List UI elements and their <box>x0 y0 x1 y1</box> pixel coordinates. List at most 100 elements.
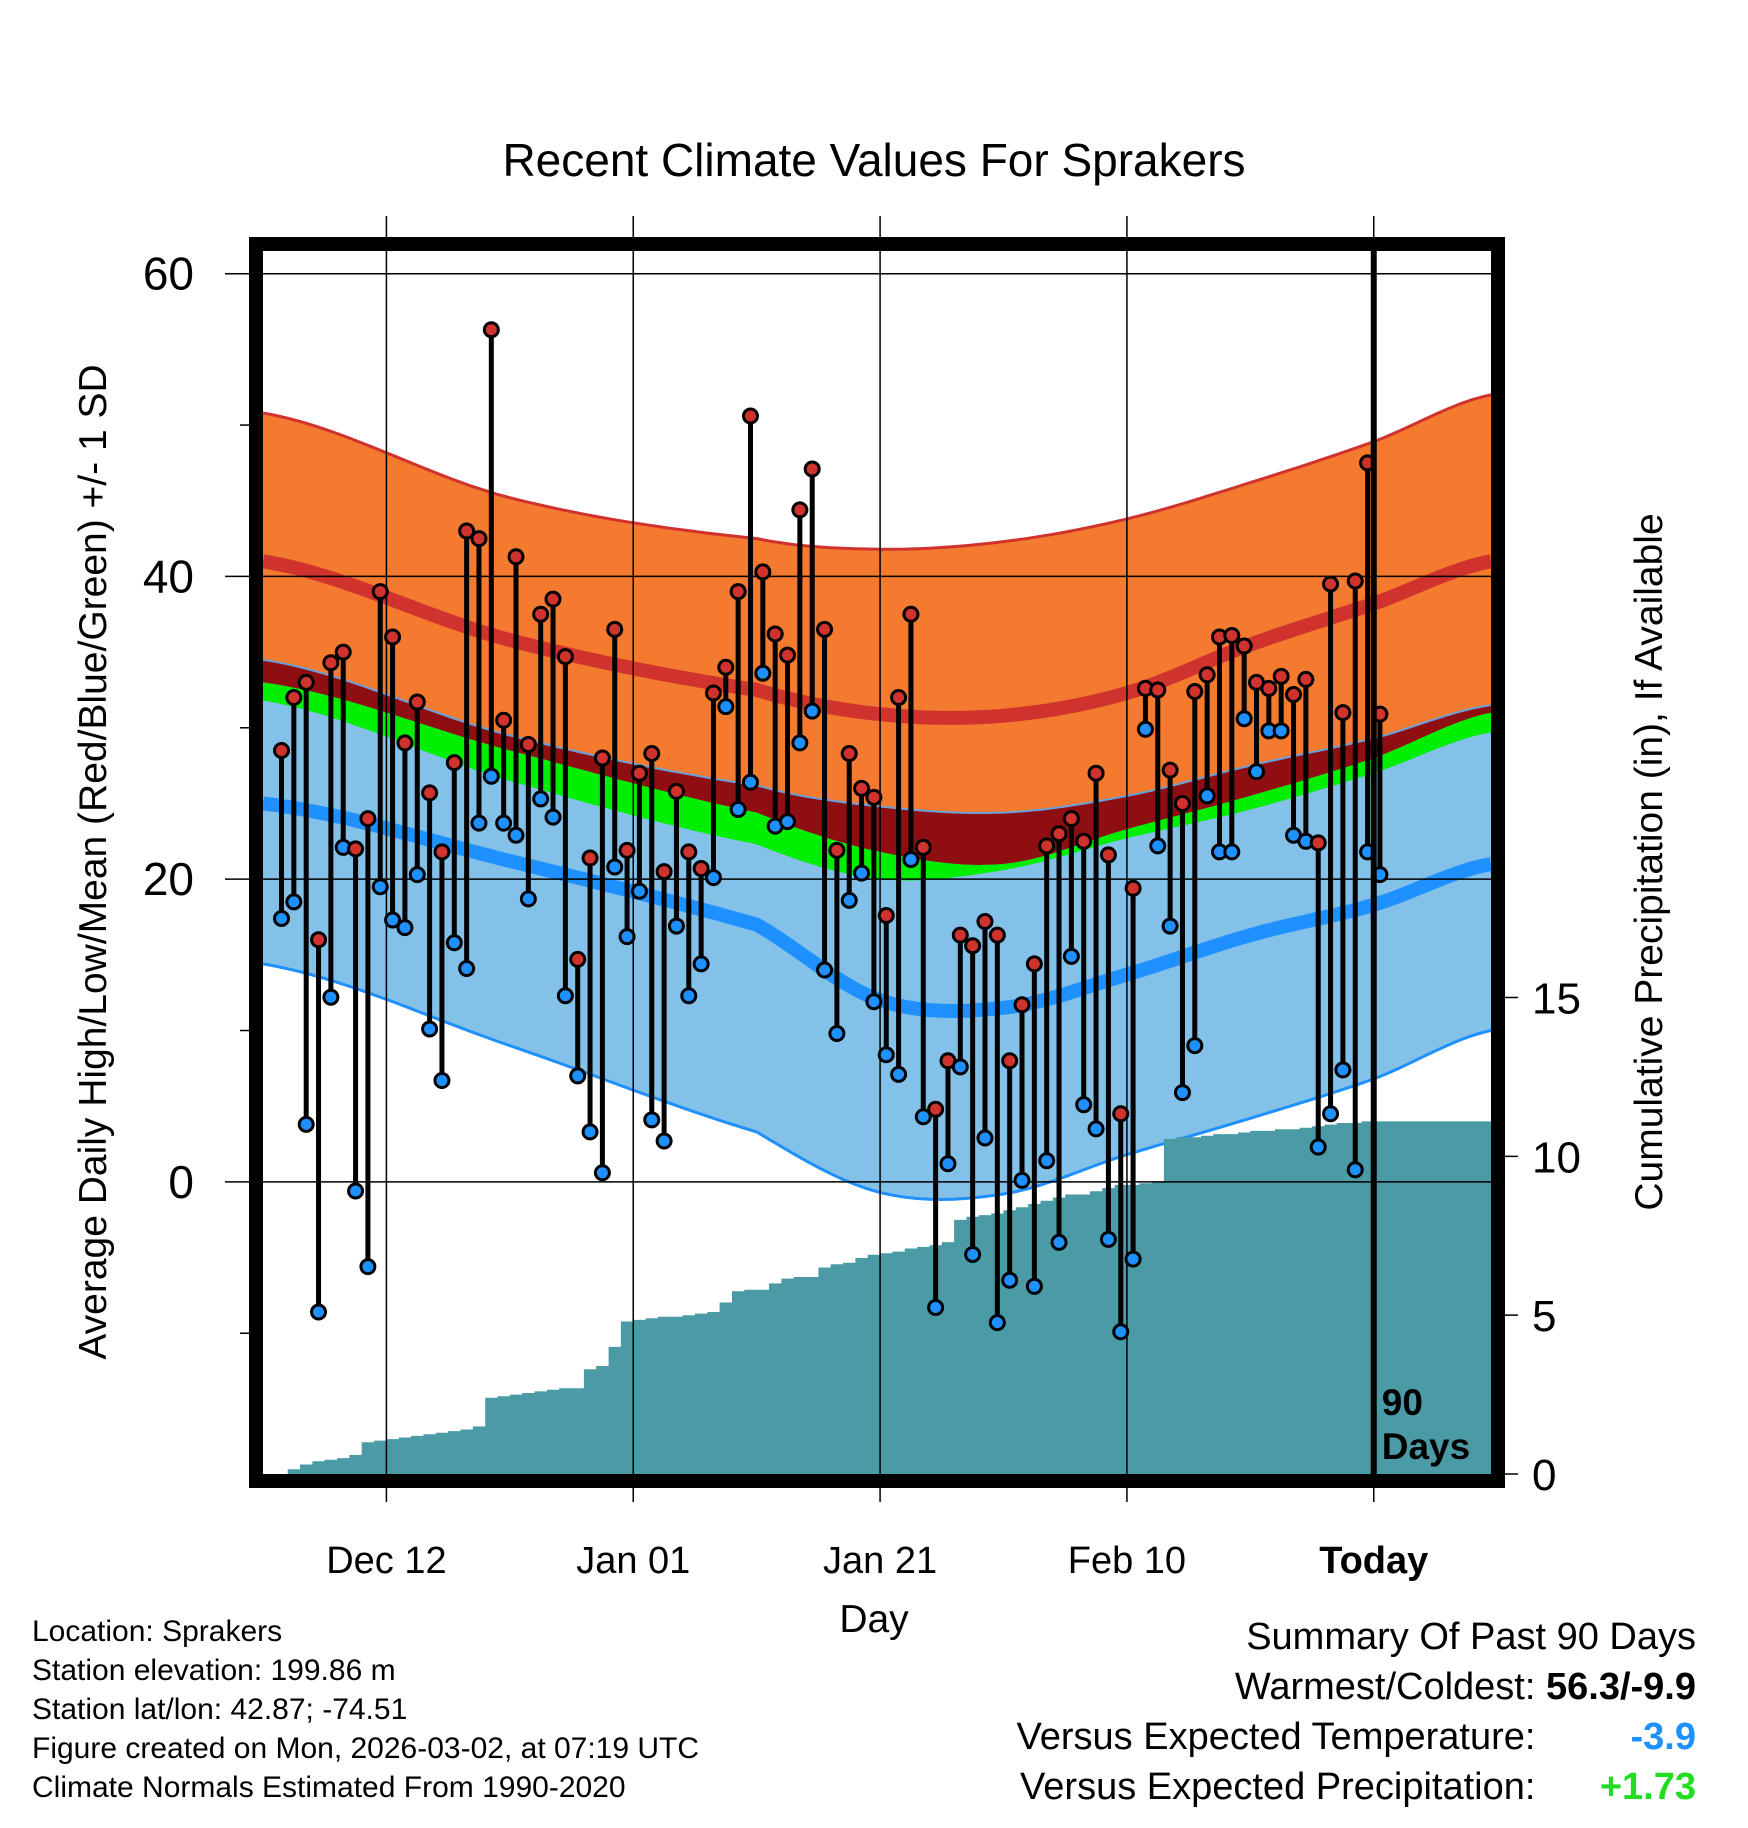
high-point-10 <box>396 734 414 752</box>
low-point-1 <box>285 893 303 911</box>
low-point-53 <box>927 1299 945 1317</box>
low-point-24 <box>569 1067 587 1085</box>
low-point-41 <box>779 813 797 831</box>
low-point-55 <box>951 1058 969 1076</box>
low-point-45 <box>828 1025 846 1043</box>
high-point-65 <box>1075 832 1093 850</box>
high-point-66 <box>1087 764 1105 782</box>
low-point-21 <box>532 790 550 808</box>
low-point-19 <box>507 826 525 844</box>
y2-axis-label: Cumulative Precipitation (in), If Availa… <box>1628 513 1671 1210</box>
low-point-7 <box>359 1258 377 1276</box>
high-point-58 <box>988 926 1006 944</box>
high-point-61 <box>1025 955 1043 973</box>
high-point-86 <box>1334 704 1352 722</box>
high-point-67 <box>1099 846 1117 864</box>
low-point-50 <box>890 1065 908 1083</box>
high-point-47 <box>853 779 871 797</box>
high-point-18 <box>495 711 513 729</box>
high-point-49 <box>877 906 895 924</box>
low-point-52 <box>914 1108 932 1126</box>
high-point-83 <box>1297 670 1315 688</box>
high-point-1 <box>285 689 303 707</box>
low-point-68 <box>1112 1323 1130 1341</box>
high-point-32 <box>667 782 685 800</box>
today-days-label: Days <box>1382 1426 1470 1467</box>
high-point-39 <box>754 563 772 581</box>
high-point-7 <box>359 810 377 828</box>
high-point-21 <box>532 605 550 623</box>
high-point-40 <box>766 625 784 643</box>
summary-panel: Summary Of Past 90 Days Warmest/Coldest:… <box>1017 1612 1696 1812</box>
low-point-28 <box>618 928 636 946</box>
high-point-27 <box>606 620 624 638</box>
x-tick-label-0: Dec 12 <box>326 1540 446 1582</box>
low-point-75 <box>1198 787 1216 805</box>
low-point-29 <box>630 882 648 900</box>
low-point-18 <box>495 814 513 832</box>
low-point-62 <box>1038 1152 1056 1170</box>
warm-cold-label: Warmest/Coldest: <box>1234 1666 1536 1708</box>
precip-area-group <box>275 1121 1491 1474</box>
high-point-0 <box>273 741 291 759</box>
summary-precip-row: Versus Expected Precipitation: +1.73 <box>1017 1762 1696 1812</box>
high-point-28 <box>618 841 636 859</box>
low-point-35 <box>704 869 722 887</box>
high-point-75 <box>1198 666 1216 684</box>
high-point-78 <box>1235 637 1253 655</box>
high-point-17 <box>482 321 500 339</box>
chart-title: Recent Climate Values For Sprakers <box>502 134 1245 186</box>
low-point-31 <box>655 1132 673 1150</box>
summary-warm-cold-row: Warmest/Coldest: 56.3/-9.9 <box>1017 1662 1696 1712</box>
high-point-73 <box>1173 794 1191 812</box>
low-point-46 <box>840 891 858 909</box>
high-point-57 <box>976 913 994 931</box>
low-point-71 <box>1149 837 1167 855</box>
high-sd-band <box>263 394 1491 813</box>
x-tick-label-4: Today <box>1319 1540 1428 1582</box>
y2-tick-label-0: 0 <box>1532 1451 1556 1500</box>
low-point-64 <box>1062 947 1080 965</box>
x-tick-label-3: Feb 10 <box>1068 1540 1186 1582</box>
low-point-65 <box>1075 1096 1093 1114</box>
low-point-13 <box>433 1071 451 1089</box>
axes-group: 0 20 40 60 0 5 10 15 Dec 12 Jan 01 Jan 21 Feb 10 Tod… <box>143 216 1581 1582</box>
high-point-16 <box>470 530 488 548</box>
high-point-19 <box>507 548 525 566</box>
low-point-54 <box>939 1155 957 1173</box>
high-point-85 <box>1322 575 1340 593</box>
low-point-12 <box>421 1020 439 1038</box>
high-point-6 <box>347 840 365 858</box>
low-point-20 <box>519 890 537 908</box>
high-point-23 <box>556 648 574 666</box>
high-point-64 <box>1062 810 1080 828</box>
high-point-15 <box>458 522 476 540</box>
info-location: Location: Sprakers <box>32 1615 283 1648</box>
low-point-78 <box>1235 710 1253 728</box>
low-point-47 <box>853 864 871 882</box>
high-point-44 <box>816 620 834 638</box>
low-point-4 <box>322 988 340 1006</box>
low-point-37 <box>729 801 747 819</box>
high-point-55 <box>951 926 969 944</box>
high-point-8 <box>371 583 389 601</box>
low-point-60 <box>1013 1171 1031 1189</box>
low-point-11 <box>408 866 426 884</box>
low-point-61 <box>1025 1277 1043 1295</box>
high-point-51 <box>902 605 920 623</box>
low-point-43 <box>803 702 821 720</box>
precip-label: Versus Expected Precipitation: <box>1020 1766 1536 1808</box>
x-tick-label-2: Jan 21 <box>823 1540 937 1582</box>
low-point-8 <box>371 878 389 896</box>
summary-temp-row: Versus Expected Temperature: -3.9 <box>1017 1712 1696 1762</box>
low-point-63 <box>1050 1233 1068 1251</box>
low-point-9 <box>384 911 402 929</box>
x-axis-label: Day <box>839 1598 909 1641</box>
station-info: Location: Sprakers Station elevation: 19… <box>32 1612 699 1807</box>
info-normals: Climate Normals Estimated From 1990-2020 <box>32 1771 626 1804</box>
high-point-42 <box>791 501 809 519</box>
high-point-14 <box>445 754 463 772</box>
high-point-74 <box>1186 682 1204 700</box>
